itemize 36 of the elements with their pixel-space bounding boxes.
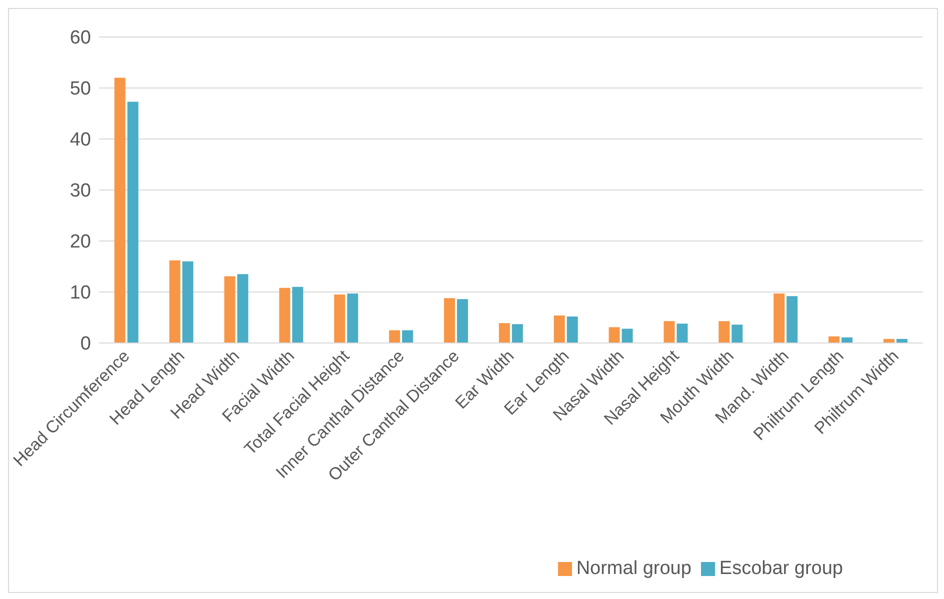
bar — [389, 330, 400, 343]
bar — [402, 330, 414, 343]
bar — [554, 315, 565, 343]
legend-label: Normal group — [576, 558, 692, 579]
bar — [732, 324, 743, 343]
y-tick-label: 50 — [70, 78, 91, 100]
bar — [566, 316, 578, 343]
bar — [664, 321, 675, 343]
bar — [456, 299, 468, 343]
y-tick-label: 10 — [70, 282, 91, 304]
bar — [347, 294, 358, 343]
bar — [512, 324, 523, 343]
bar — [224, 276, 236, 343]
bar — [334, 294, 346, 343]
bar — [676, 324, 688, 343]
bar — [828, 336, 840, 343]
bar — [498, 323, 510, 343]
bar — [718, 321, 730, 343]
y-tick-label: 20 — [70, 232, 91, 253]
bar — [182, 261, 194, 343]
bar — [608, 327, 620, 343]
bar — [169, 260, 180, 343]
bar — [279, 288, 290, 343]
bar — [622, 328, 633, 343]
bar — [786, 296, 798, 343]
bar — [114, 78, 126, 343]
bar — [774, 294, 785, 343]
y-tick-label: 30 — [70, 180, 91, 202]
legend-label: Escobar group — [719, 558, 843, 579]
bar — [292, 286, 304, 343]
bar — [444, 298, 455, 343]
bar — [127, 102, 138, 343]
y-tick-label: 60 — [70, 28, 91, 49]
bar — [237, 274, 248, 343]
y-tick-label: 0 — [80, 334, 91, 355]
y-tick-label: 40 — [70, 130, 91, 151]
